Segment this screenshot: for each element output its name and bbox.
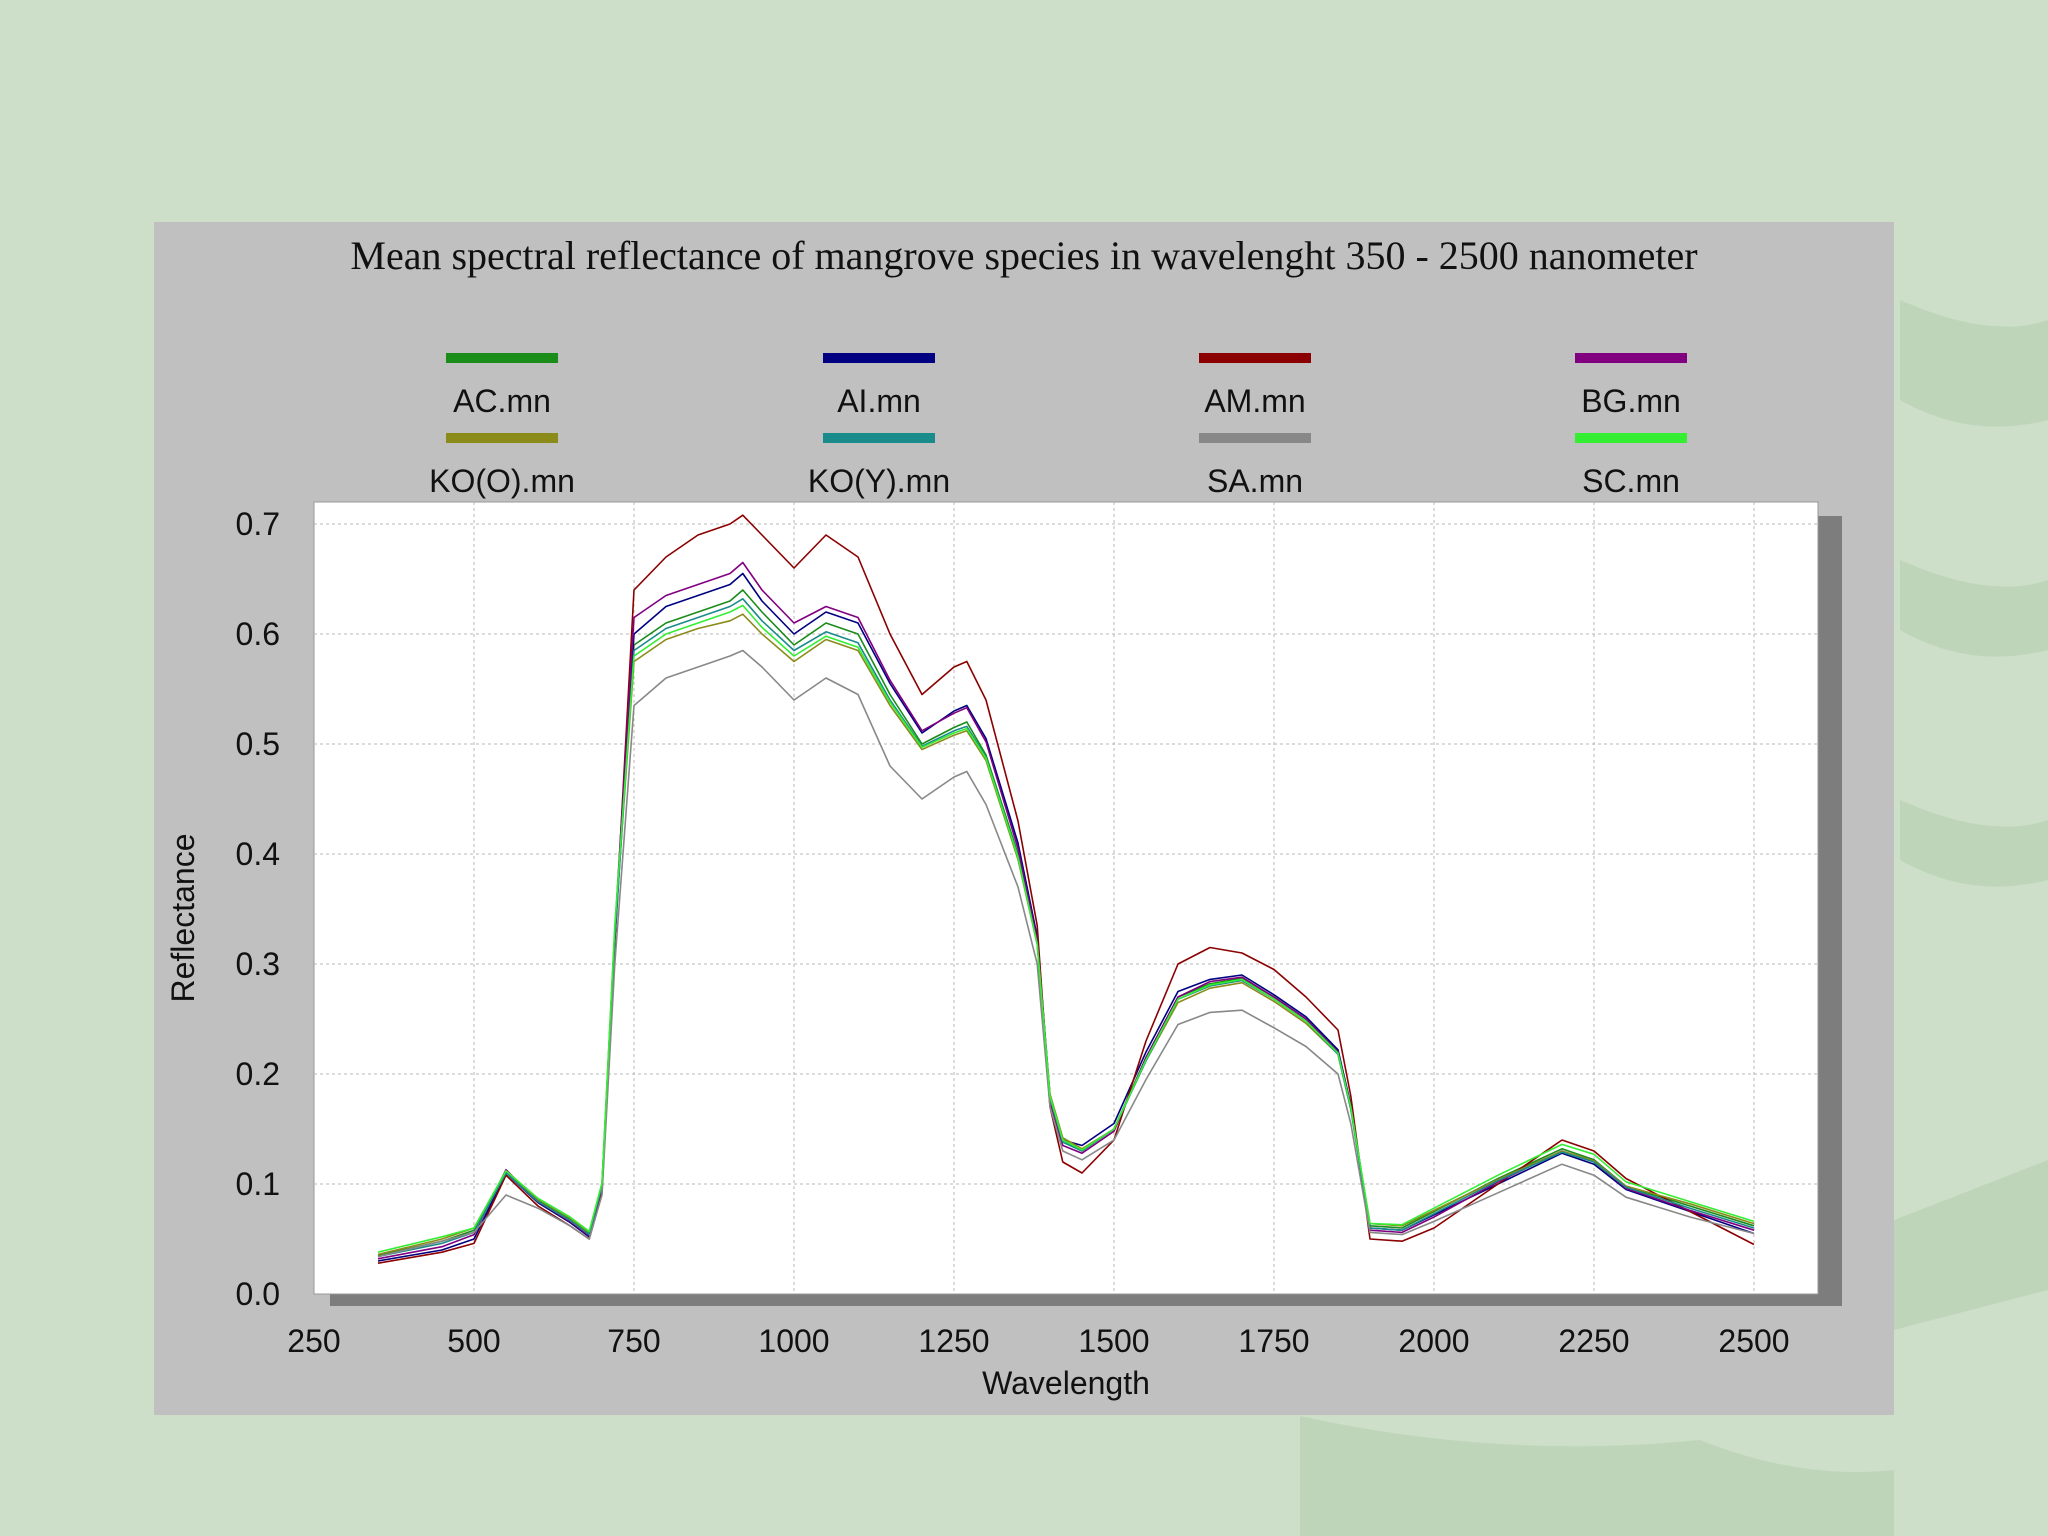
x-tick-label: 2000 [1398, 1323, 1469, 1359]
y-axis: 0.0 0.1 0.2 0.3 0.4 0.5 0.6 0.7 [236, 506, 280, 1312]
legend-label: SA.mn [1207, 463, 1303, 499]
series-lines [377, 514, 1755, 1264]
x-tick-label: 250 [287, 1323, 340, 1359]
y-tick-label: 0.7 [236, 506, 280, 542]
legend-swatch [1199, 353, 1311, 363]
x-tick-label: 500 [447, 1323, 500, 1359]
legend-label: BG.mn [1581, 383, 1681, 419]
chart-svg: AC.mn AI.mn AM.mn BG.mn KO(O).mn KO(Y).mn SA.m… [165, 353, 1842, 1401]
legend-swatch [446, 433, 558, 443]
x-tick-label: 1000 [758, 1323, 829, 1359]
x-tick-label: 1250 [918, 1323, 989, 1359]
chart-title: Mean spectral reflectance of mangrove sp… [350, 233, 1698, 278]
x-tick-label: 1500 [1078, 1323, 1149, 1359]
y-tick-label: 0.5 [236, 726, 280, 762]
x-tick-label: 2500 [1718, 1323, 1789, 1359]
x-axis: 250 500 750 1000 1250 1500 1750 2000 2250 2500 [287, 1323, 1789, 1359]
y-tick-label: 0.0 [236, 1276, 280, 1312]
y-tick-label: 0.2 [236, 1056, 280, 1092]
series-line [377, 604, 1755, 1253]
x-tick-label: 750 [607, 1323, 660, 1359]
legend-label: SC.mn [1582, 463, 1680, 499]
y-tick-label: 0.4 [236, 836, 280, 872]
y-axis-label: Reflectance [165, 834, 201, 1003]
chart-panel: Mean spectral reflectance of mangrove sp… [154, 222, 1894, 1415]
legend: AC.mn AI.mn AM.mn BG.mn KO(O).mn KO(Y).mn SA.m… [429, 353, 1687, 499]
y-tick-label: 0.6 [236, 616, 280, 652]
legend-label: AM.mn [1204, 383, 1305, 419]
legend-label: AI.mn [837, 383, 921, 419]
legend-label: KO(O).mn [429, 463, 575, 499]
legend-swatch [823, 353, 935, 363]
legend-swatch [1575, 433, 1687, 443]
legend-label: AC.mn [453, 383, 551, 419]
legend-swatch [823, 433, 935, 443]
y-tick-label: 0.1 [236, 1166, 280, 1202]
legend-label: KO(Y).mn [808, 463, 950, 499]
x-axis-label: Wavelength [982, 1365, 1150, 1401]
legend-swatch [1199, 433, 1311, 443]
x-tick-label: 1750 [1238, 1323, 1309, 1359]
legend-swatch [446, 353, 558, 363]
x-tick-label: 2250 [1558, 1323, 1629, 1359]
legend-swatch [1575, 353, 1687, 363]
y-tick-label: 0.3 [236, 946, 280, 982]
series-line [377, 649, 1755, 1258]
